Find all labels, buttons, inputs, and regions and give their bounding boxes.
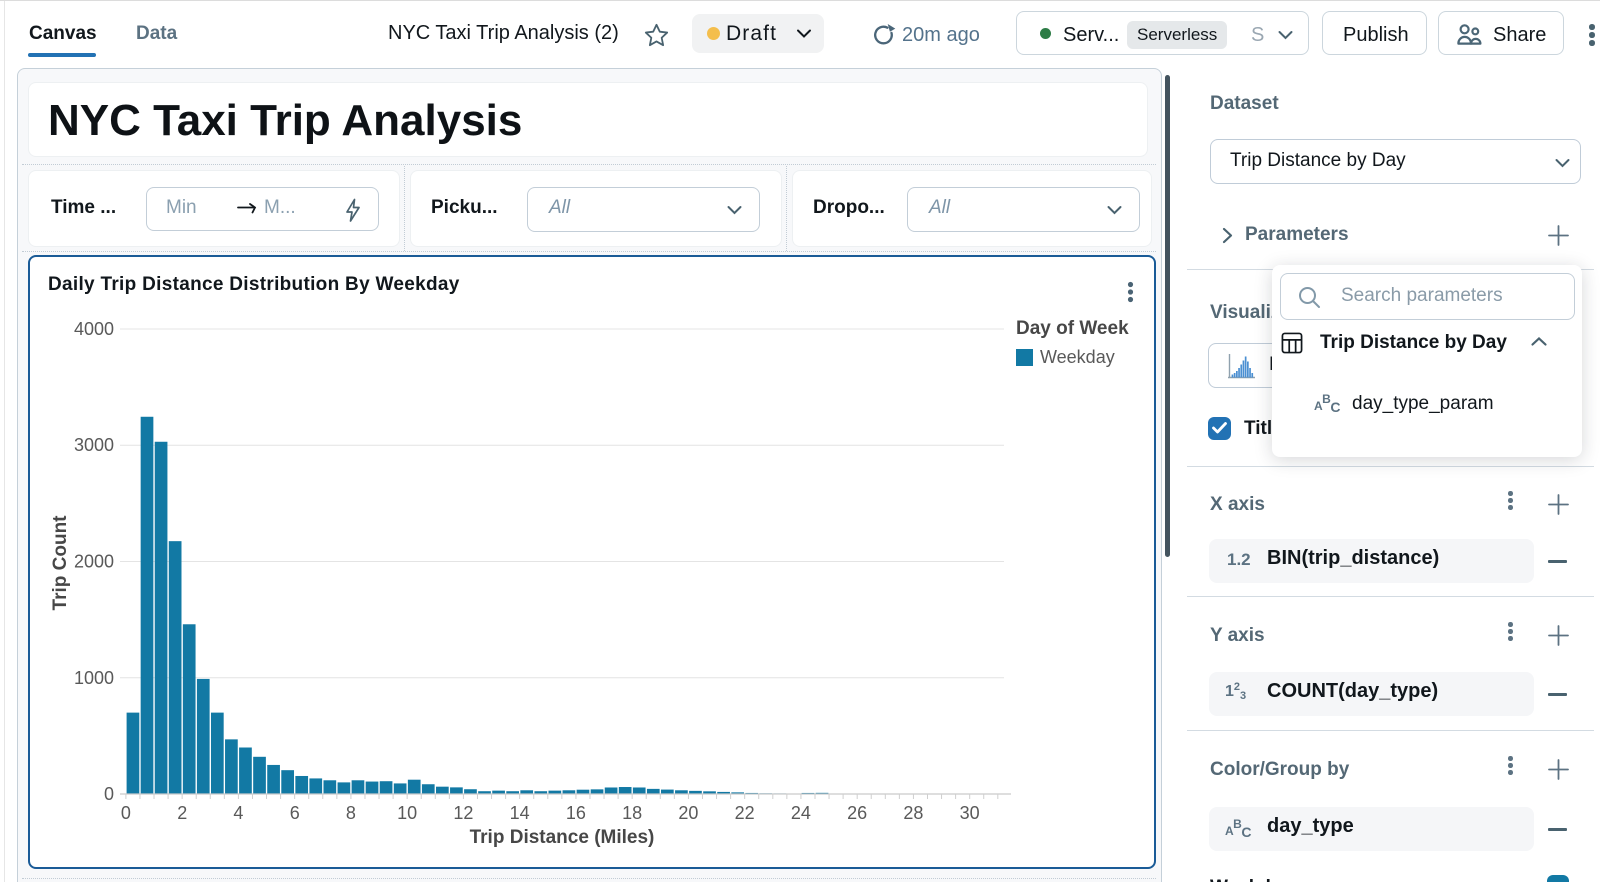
svg-text:Weekday: Weekday bbox=[1040, 347, 1115, 367]
svg-text:30: 30 bbox=[960, 803, 980, 823]
svg-text:3000: 3000 bbox=[74, 435, 114, 455]
svg-text:0: 0 bbox=[121, 803, 131, 823]
svg-text:24: 24 bbox=[791, 803, 811, 823]
svg-text:18: 18 bbox=[622, 803, 642, 823]
svg-text:16: 16 bbox=[566, 803, 586, 823]
svg-text:Trip Count: Trip Count bbox=[50, 515, 71, 611]
svg-text:28: 28 bbox=[903, 803, 923, 823]
svg-text:8: 8 bbox=[346, 803, 356, 823]
svg-text:Trip Distance (Miles): Trip Distance (Miles) bbox=[470, 827, 655, 848]
svg-text:Day of Week: Day of Week bbox=[1016, 318, 1129, 339]
svg-text:20: 20 bbox=[678, 803, 698, 823]
svg-text:4: 4 bbox=[233, 803, 243, 823]
svg-text:22: 22 bbox=[735, 803, 755, 823]
svg-text:14: 14 bbox=[510, 803, 530, 823]
svg-text:1000: 1000 bbox=[74, 668, 114, 688]
svg-text:12: 12 bbox=[453, 803, 473, 823]
svg-text:2: 2 bbox=[177, 803, 187, 823]
svg-text:4000: 4000 bbox=[74, 319, 114, 339]
svg-text:10: 10 bbox=[397, 803, 417, 823]
svg-text:2000: 2000 bbox=[74, 552, 114, 572]
svg-text:0: 0 bbox=[104, 784, 114, 804]
svg-text:6: 6 bbox=[290, 803, 300, 823]
svg-text:26: 26 bbox=[847, 803, 867, 823]
